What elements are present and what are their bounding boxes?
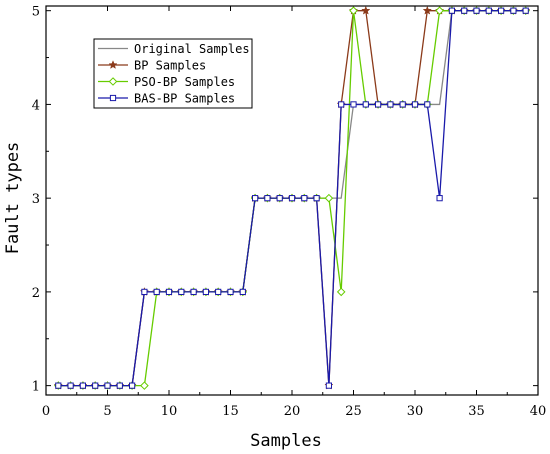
data-point: [227, 288, 234, 295]
legend-marker: [109, 94, 117, 102]
data-point: [387, 101, 394, 108]
data-point: [461, 7, 468, 14]
data-point: [92, 382, 99, 389]
data-point: [498, 7, 505, 14]
legend-label: PSO-BP Samples: [134, 75, 235, 89]
x-tick-label: 20: [284, 404, 301, 419]
data-point: [129, 382, 136, 389]
data-point: [264, 195, 271, 202]
data-point: [473, 7, 480, 14]
x-tick-label: 15: [222, 404, 239, 419]
data-point: [399, 101, 406, 108]
y-axis-title: Fault types: [3, 142, 23, 255]
legend-label: Original Samples: [134, 42, 250, 56]
data-point: [215, 288, 222, 295]
x-tick-label: 35: [468, 404, 485, 419]
x-tick-label: 0: [42, 404, 50, 419]
x-tick-label: 30: [407, 404, 424, 419]
data-point: [448, 7, 455, 14]
data-point: [349, 6, 358, 15]
data-point: [252, 195, 259, 202]
data-point: [239, 288, 246, 295]
data-point: [165, 288, 173, 295]
data-point: [79, 382, 87, 389]
data-point: [485, 7, 492, 14]
data-point: [202, 288, 210, 295]
x-tick-label: 25: [345, 404, 362, 419]
data-point: [362, 101, 369, 108]
legend-label: BP Samples: [134, 59, 206, 73]
series-4: [55, 7, 529, 389]
data-point: [67, 382, 74, 389]
x-tick-label: 40: [530, 404, 547, 419]
legend: Original Samples BP Samples PSO-BP Samples…: [93, 38, 253, 109]
data-point: [336, 287, 346, 297]
y-tick-label: 4: [32, 98, 40, 113]
y-tick-label: 3: [32, 192, 40, 207]
legend-label: BAS-BP Samples: [134, 92, 235, 106]
data-point: [313, 195, 320, 202]
data-point: [350, 101, 357, 108]
data-point: [522, 7, 529, 14]
legend-marker: [108, 77, 118, 86]
data-point: [301, 195, 308, 202]
data-point: [510, 7, 517, 14]
data-point: [422, 5, 432, 15]
data-point: [288, 195, 296, 202]
data-point: [55, 382, 62, 389]
data-point: [104, 382, 111, 389]
data-point: [411, 101, 419, 108]
y-tick-label: 1: [32, 380, 40, 395]
x-axis-title: Samples: [250, 431, 322, 451]
x-tick-label: 10: [161, 404, 178, 419]
data-point: [435, 6, 444, 15]
y-tick-label: 5: [32, 5, 40, 20]
y-tick-label: 2: [32, 286, 40, 301]
legend-box: [93, 38, 253, 109]
data-point: [190, 288, 197, 295]
data-point: [338, 101, 345, 108]
x-tick-label: 5: [103, 404, 111, 419]
data-point: [325, 382, 332, 389]
data-point: [424, 101, 431, 108]
data-point: [276, 195, 283, 202]
data-point: [140, 381, 149, 390]
data-point: [141, 288, 148, 295]
data-point: [153, 288, 160, 295]
data-point: [436, 195, 443, 202]
data-point: [375, 101, 382, 108]
legend-marker: [108, 60, 118, 69]
series-layer: [53, 5, 531, 390]
data-point: [116, 382, 123, 389]
axes: 0 5 10 15 20 25 30 35 40 1 2 3 4 5: [32, 5, 547, 419]
data-point: [178, 288, 185, 295]
data-point: [324, 193, 334, 203]
data-point: [361, 5, 371, 15]
